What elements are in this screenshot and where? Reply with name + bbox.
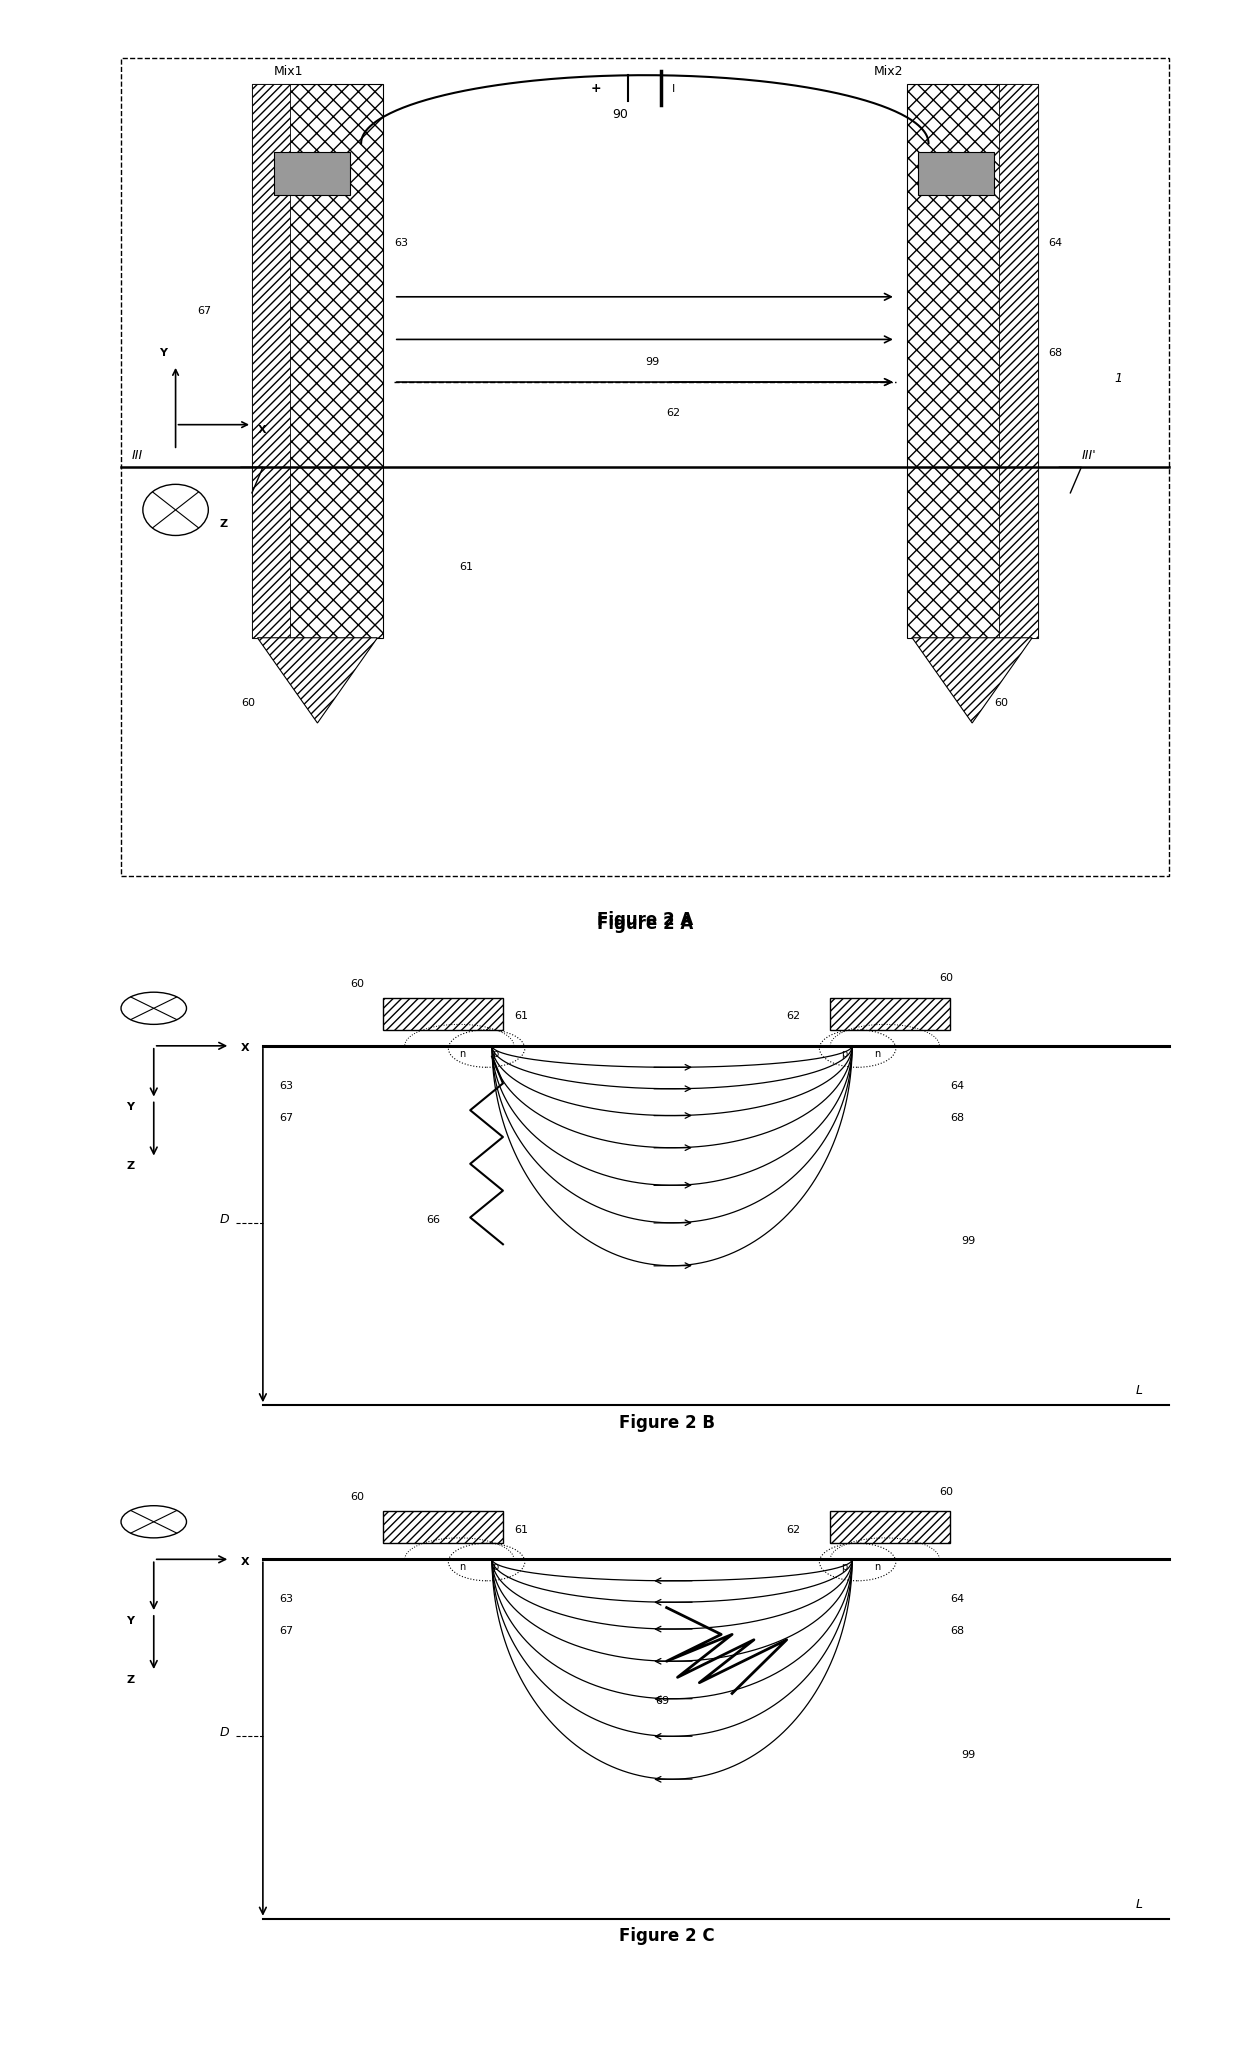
Text: 60: 60 bbox=[350, 980, 365, 988]
Text: 90: 90 bbox=[613, 107, 627, 121]
Text: 67: 67 bbox=[279, 1627, 294, 1637]
Text: Mix1: Mix1 bbox=[274, 66, 304, 78]
Text: p: p bbox=[841, 1561, 847, 1571]
Text: 63: 63 bbox=[279, 1594, 293, 1604]
Text: 60: 60 bbox=[241, 698, 255, 709]
Text: n: n bbox=[874, 1561, 880, 1571]
Text: Figure 2 C: Figure 2 C bbox=[619, 1927, 714, 1945]
Polygon shape bbox=[258, 637, 377, 723]
Text: p: p bbox=[841, 1048, 847, 1058]
Text: 99: 99 bbox=[961, 1750, 976, 1760]
Text: 69: 69 bbox=[656, 1697, 670, 1707]
Bar bbox=[383, 998, 503, 1029]
Bar bbox=[906, 84, 1038, 637]
Text: Y: Y bbox=[126, 1616, 134, 1625]
Text: III: III bbox=[131, 448, 143, 462]
Text: Mix2: Mix2 bbox=[874, 66, 904, 78]
Text: 66: 66 bbox=[427, 1214, 440, 1224]
Text: I: I bbox=[672, 84, 676, 94]
Text: 60: 60 bbox=[994, 698, 1008, 709]
Text: 64: 64 bbox=[950, 1594, 965, 1604]
Text: 67: 67 bbox=[197, 306, 212, 316]
Text: 60: 60 bbox=[940, 1487, 954, 1497]
Text: Figure 2 A: Figure 2 A bbox=[596, 910, 693, 928]
Text: n: n bbox=[459, 1048, 465, 1058]
Text: 99: 99 bbox=[645, 357, 658, 368]
Text: Z: Z bbox=[126, 1674, 135, 1684]
Text: Figure 2 A: Figure 2 A bbox=[596, 916, 693, 933]
Text: 60: 60 bbox=[350, 1493, 365, 1501]
Text: 67: 67 bbox=[279, 1113, 294, 1124]
Text: 68: 68 bbox=[950, 1627, 965, 1637]
Polygon shape bbox=[913, 637, 1032, 723]
Text: III': III' bbox=[1081, 448, 1096, 462]
Bar bbox=[383, 1512, 503, 1543]
Text: p: p bbox=[492, 1561, 498, 1571]
Text: Y: Y bbox=[126, 1103, 134, 1111]
Bar bbox=[831, 1512, 950, 1543]
Text: D: D bbox=[219, 1212, 229, 1226]
Bar bbox=[918, 152, 994, 195]
Text: 1: 1 bbox=[1114, 372, 1122, 384]
Text: 61: 61 bbox=[513, 1011, 528, 1021]
Text: +: + bbox=[590, 82, 601, 94]
Text: n: n bbox=[874, 1048, 880, 1058]
Text: X: X bbox=[241, 1557, 249, 1567]
Text: Figure 2 B: Figure 2 B bbox=[619, 1413, 714, 1432]
Text: 68: 68 bbox=[950, 1113, 965, 1124]
Text: 68: 68 bbox=[1049, 349, 1063, 359]
Text: Z: Z bbox=[126, 1161, 135, 1171]
Bar bbox=[252, 84, 383, 637]
Bar bbox=[252, 84, 290, 637]
Text: X: X bbox=[241, 1043, 249, 1054]
Text: 63: 63 bbox=[279, 1080, 293, 1091]
Text: L: L bbox=[1136, 1898, 1143, 1910]
Text: 62: 62 bbox=[786, 1011, 801, 1021]
Text: p: p bbox=[492, 1048, 498, 1058]
Text: Y: Y bbox=[159, 349, 167, 359]
Text: 63: 63 bbox=[394, 238, 408, 249]
Text: 61: 61 bbox=[459, 561, 474, 571]
Bar bbox=[274, 152, 350, 195]
Bar bbox=[999, 84, 1038, 637]
Text: D: D bbox=[219, 1725, 229, 1740]
Text: 99: 99 bbox=[961, 1237, 976, 1247]
Text: X: X bbox=[258, 425, 267, 435]
Text: 61: 61 bbox=[513, 1524, 528, 1534]
Text: 62: 62 bbox=[786, 1524, 801, 1534]
Text: L: L bbox=[1136, 1384, 1143, 1397]
Text: Z: Z bbox=[219, 520, 227, 530]
Text: 62: 62 bbox=[667, 409, 681, 419]
Text: 60: 60 bbox=[940, 974, 954, 984]
Bar bbox=[831, 998, 950, 1029]
Text: n: n bbox=[459, 1561, 465, 1571]
Text: 64: 64 bbox=[1049, 238, 1063, 249]
Text: 64: 64 bbox=[950, 1080, 965, 1091]
